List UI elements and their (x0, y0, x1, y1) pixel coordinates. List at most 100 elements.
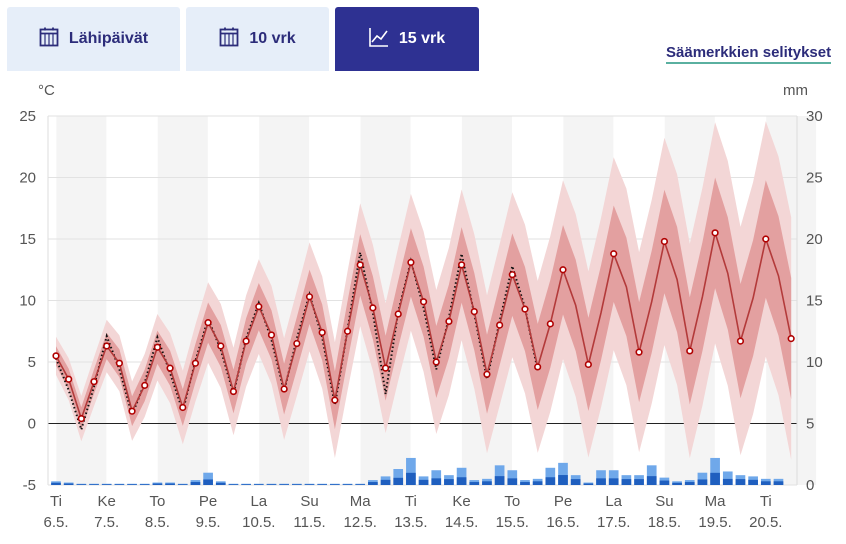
temperature-point (267, 331, 276, 339)
precipitation-bar-heavy (444, 479, 454, 485)
day-date-label: 19.5. (698, 514, 731, 531)
precipitation-bar-heavy (735, 479, 746, 485)
day-weekday-label: To (149, 493, 165, 510)
precipitation-bar-heavy (760, 481, 771, 485)
temperature-point (762, 235, 770, 243)
precipitation-bar-heavy (380, 479, 391, 485)
tab-lahipaivat[interactable]: Lähipäivät (7, 7, 180, 71)
day-weekday-label: Su (300, 493, 318, 510)
temperature-point (343, 327, 352, 335)
temperature-point (204, 319, 212, 327)
temperature-point (280, 385, 288, 393)
precipitation-bar-heavy (63, 483, 74, 485)
precipitation-bar-heavy (748, 479, 758, 485)
temperature-point (419, 298, 428, 306)
temperature-point (660, 237, 669, 246)
day-weekday-label: Pe (554, 493, 572, 510)
y-right-tick-label: 10 (806, 354, 823, 371)
precipitation-bar-heavy (203, 479, 213, 485)
temperature-point (458, 261, 466, 269)
temperature-point (229, 387, 238, 396)
forecast-chart: 25 20 15 10 5 0 -5 30 25 20 15 10 5 0 °C mm Ti 6.5. Ke 7.5.… (19, 82, 823, 531)
precipitation-bar-heavy (418, 479, 429, 485)
precipitation-bar (710, 457, 720, 485)
day-date-label: 7.5. (94, 514, 119, 531)
tab-label: 15 vrk (398, 30, 446, 47)
day-date-label: 20.5. (749, 514, 782, 531)
precipitation-bar-heavy (431, 478, 442, 485)
precipitation-bar-heavy (101, 484, 112, 485)
temperature-point (711, 229, 719, 237)
day-weekday-label: Ma (705, 493, 726, 510)
tab-15-vrk[interactable]: 15 vrk (335, 7, 479, 71)
tab-10-vrk[interactable]: 10 vrk (186, 7, 329, 71)
temperature-point (686, 347, 694, 355)
temperature-point (179, 403, 187, 412)
temperature-point (635, 348, 643, 356)
day-date-label: 15.5. (496, 514, 529, 531)
precipitation-bar-heavy (393, 477, 404, 485)
y-right-tick-label: 5 (806, 416, 814, 433)
temperature-point (407, 258, 415, 266)
y-left-tick-label: 25 (19, 108, 36, 125)
tab-label: Lähipäivät (68, 30, 149, 47)
precipitation-bar (558, 462, 568, 485)
day-weekday-label: To (504, 493, 520, 510)
temperature-point (496, 321, 504, 329)
temperature-point (534, 363, 542, 371)
day-weekday-label: Ti (50, 493, 62, 510)
temperature-point (369, 304, 377, 312)
y-right-tick-label: 30 (806, 108, 823, 125)
precipitation-bar-heavy (317, 484, 328, 485)
temperature-point (77, 414, 85, 423)
precipitation-bar-heavy (621, 479, 632, 485)
temperature-point (103, 342, 111, 350)
temperature-point (305, 293, 314, 301)
tab-label: 10 vrk (249, 30, 296, 47)
day-weekday-label: Ke (452, 493, 470, 510)
precipitation-bar-heavy (177, 484, 188, 485)
weather-symbols-legend-link[interactable]: Säämerkkien selitykset (666, 44, 832, 64)
precipitation-bar (456, 467, 467, 485)
day-weekday-label: La (605, 493, 622, 510)
temperature-point (115, 359, 123, 367)
day-date-label: 8.5. (145, 514, 170, 531)
temperature-point (191, 359, 200, 367)
y-left-unit: °C (38, 82, 55, 99)
precipitation-bar-heavy (697, 479, 708, 485)
precipitation-bar (646, 465, 657, 485)
y-left-tick-label: 10 (19, 293, 36, 310)
precipitation-bar-heavy (241, 484, 251, 485)
day-weekday-label: Pe (199, 493, 217, 510)
temperature-point (445, 317, 453, 326)
precipitation-bar-heavy (266, 484, 277, 485)
y-right-unit: mm (783, 82, 808, 99)
day-date-label: 9.5. (196, 514, 221, 531)
temperature-point (584, 360, 592, 369)
precipitation-bar (697, 472, 708, 485)
day-date-label: 14.5. (445, 514, 478, 531)
day-weekday-label: Ke (98, 493, 116, 510)
day-date-label: 10.5. (242, 514, 275, 531)
precipitation-bar-heavy (672, 482, 682, 485)
precipitation-bar (406, 457, 416, 485)
precipitation-bar-heavy (355, 484, 366, 485)
y-right-tick-label: 15 (806, 293, 823, 310)
precipitation-bar-heavy (76, 484, 87, 485)
precipitation-bar-heavy (304, 484, 315, 485)
calendar-icon (219, 27, 249, 52)
temperature-point (521, 305, 529, 313)
precipitation-bar (494, 465, 505, 485)
y-left-tick-label: 5 (28, 354, 36, 371)
precipitation-bar-heavy (469, 482, 480, 485)
day-weekday-label: Ti (405, 493, 417, 510)
temperature-dotted-line (55, 252, 539, 433)
precipitation-bar-heavy (507, 478, 518, 485)
precipitation-bar-heavy (279, 484, 289, 485)
precipitation-bar-heavy (659, 480, 670, 485)
temperature-point (508, 271, 516, 279)
precipitation-bar (545, 467, 556, 485)
y-right-tick-label: 25 (806, 170, 823, 187)
temperature-point (432, 358, 440, 366)
precipitation-bar-heavy (291, 484, 302, 485)
